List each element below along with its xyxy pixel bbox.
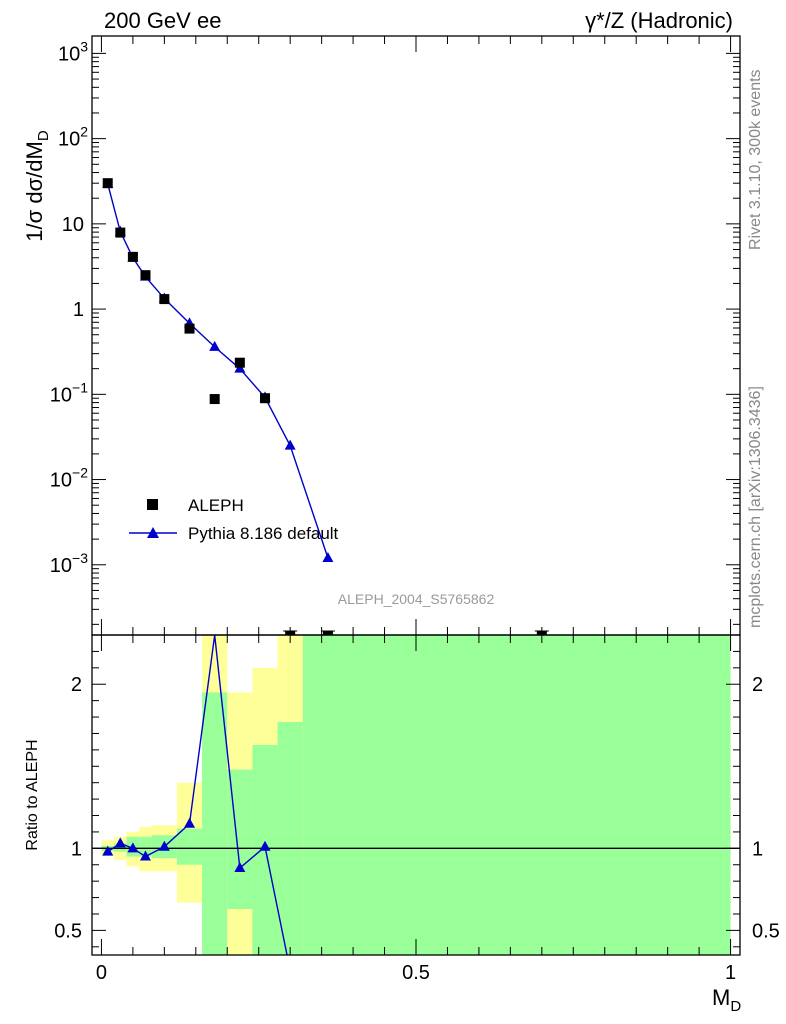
band-stat (176, 828, 203, 865)
band-stat (277, 721, 303, 955)
x-axis-title: MD (712, 985, 741, 1015)
data-point (127, 251, 138, 262)
main-y-axis-title: 1/σ dσ/dMD (22, 130, 52, 242)
band-stat (202, 692, 228, 955)
main-y-tick-label: 102 (58, 124, 88, 151)
data-point (260, 393, 271, 404)
ratio-y-tick-label-right: 2 (752, 674, 763, 696)
legend: ALEPH Pythia 8.186 default (129, 496, 339, 543)
legend-data-label: ALEPH (188, 496, 244, 515)
main-data-series (102, 178, 549, 635)
main-y-title: 1/σ dσ/dMD (22, 130, 52, 242)
data-point (184, 323, 195, 334)
legend-data-marker (147, 499, 158, 510)
ratio-y-title: Ratio to ALEPH (24, 739, 41, 850)
data-point (234, 357, 245, 368)
mc-point (284, 439, 296, 450)
ratio-y-tick-label: 2 (71, 674, 82, 696)
band-stat (139, 836, 152, 857)
ratio-point (139, 850, 151, 861)
header-right: γ*/Z (Hadronic) (585, 8, 733, 33)
ratio-y-tick-label: 1 (71, 838, 82, 860)
band-stat (302, 635, 731, 955)
band-stat (114, 843, 127, 852)
header-left: 200 GeV ee (104, 8, 221, 33)
ratio-y-tick-label: 0.5 (54, 920, 82, 942)
ratio-uncertainty-bands (101, 635, 731, 955)
main-frame (91, 35, 741, 636)
x-tick-label: 0.5 (402, 962, 430, 984)
ratio-y-tick-label-right: 0.5 (752, 920, 780, 942)
main-y-tick-label: 10−1 (50, 379, 88, 406)
ratio-point (114, 837, 126, 848)
ratio-point (184, 817, 196, 828)
data-point (115, 227, 126, 238)
main-y-tick-label: 10−3 (50, 550, 88, 577)
ratio-point (234, 862, 246, 873)
ratio-line (107, 634, 288, 956)
ratio-point (102, 845, 114, 856)
mc-point (322, 552, 334, 563)
data-point (159, 294, 170, 305)
legend-mc-label: Pythia 8.186 default (188, 524, 339, 543)
data-point-offscale (322, 631, 333, 635)
x-tick-label: 0 (96, 962, 107, 984)
ratio-point (158, 840, 170, 851)
analysis-id: ALEPH_2004_S5765862 (338, 591, 495, 607)
rivet-label: Rivet 3.1.10, 300k events (747, 69, 764, 250)
ratio-mc-series (102, 634, 288, 956)
main-y-tick-label: 103 (58, 38, 88, 65)
band-total-gap (227, 909, 253, 955)
mc-point (209, 340, 221, 351)
main-y-tick-label: 10 (62, 214, 84, 236)
data-point (102, 178, 113, 189)
legend-mc-marker (147, 527, 159, 538)
main-y-tick-label: 1 (73, 299, 84, 321)
data-point (140, 270, 151, 281)
ratio-point (259, 840, 271, 851)
mcplots-label: mcplots.cern.ch [arXiv:1306.3436] (747, 386, 764, 628)
main-y-tick-label: 10−2 (50, 465, 88, 492)
ratio-point (127, 842, 139, 853)
data-point (209, 394, 220, 405)
x-tick-label: 1 (725, 962, 736, 984)
ratio-y-tick-label-right: 1 (752, 838, 763, 860)
